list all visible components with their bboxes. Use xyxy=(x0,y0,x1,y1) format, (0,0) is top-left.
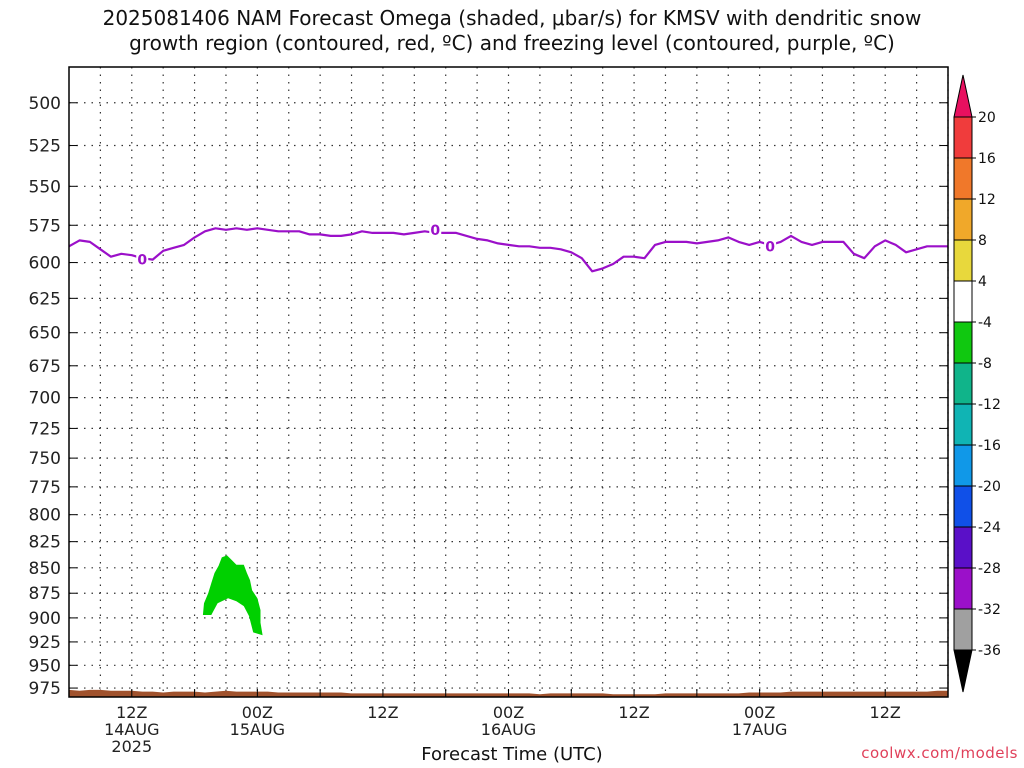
colorbar-segment-4 xyxy=(953,280,973,323)
x-tick-label-72-0: 00Z xyxy=(744,703,775,722)
y-tick-label-900: 900 xyxy=(29,609,61,629)
website-credit: coolwx.com/models xyxy=(861,744,1018,762)
grid-lines xyxy=(69,67,949,697)
colorbar-label-11: -28 xyxy=(978,561,1001,577)
colorbar-segment-2 xyxy=(953,198,973,241)
x-tick-label-72-1: 17AUG xyxy=(732,720,787,739)
colorbar-label-9: -20 xyxy=(978,479,1001,495)
colorbar-segment-1 xyxy=(953,157,973,200)
colorbar-label-4: 4 xyxy=(978,274,987,290)
title-line-1: 2025081406 NAM Forecast Omega (shaded, μ… xyxy=(102,6,922,30)
y-tick-label-850: 850 xyxy=(29,559,61,579)
colorbar-segment-8 xyxy=(953,444,973,487)
y-tick-label-775: 775 xyxy=(29,478,61,498)
colorbar-label-5: -4 xyxy=(978,315,992,331)
title-line-2: growth region (contoured, red, ºC) and f… xyxy=(129,31,895,55)
colorbar-segment-0 xyxy=(953,116,973,159)
colorbar-label-12: -32 xyxy=(978,602,1001,618)
y-tick-label-700: 700 xyxy=(29,389,61,409)
x-tick-label-24-0: 00Z xyxy=(242,703,273,722)
colorbar-label-6: -8 xyxy=(978,356,992,372)
y-tick-label-550: 550 xyxy=(29,177,61,197)
x-tick-label-60-0: 12Z xyxy=(618,703,649,722)
y-axis: 500 525 550 575 600 625 650 675 700 725 750 775 800 8… xyxy=(29,94,948,699)
colorbar-segment-5 xyxy=(953,321,973,364)
y-tick-label-825: 825 xyxy=(29,533,61,553)
y-tick-label-725: 725 xyxy=(29,419,61,439)
colorbar-segment-12 xyxy=(953,608,973,651)
y-tick-label-650: 650 xyxy=(29,324,61,344)
y-tick-label-750: 750 xyxy=(29,449,61,469)
freezing-level-label-2: 0 xyxy=(765,239,775,255)
freezing-level-contour: 0 0 0 xyxy=(68,220,948,273)
colorbar-segment-6 xyxy=(953,362,973,405)
colorbar-label-1: 16 xyxy=(978,151,996,167)
freezing-level-label-1: 0 xyxy=(430,223,440,239)
y-tick-label-925: 925 xyxy=(29,633,61,653)
chart-title: 2025081406 NAM Forecast Omega (shaded, μ… xyxy=(0,6,1024,56)
omega-shaded-region xyxy=(202,555,263,636)
colorbar-label-0: 20 xyxy=(978,110,996,126)
omega-shading xyxy=(202,555,263,636)
x-tick-label-48-1: 16AUG xyxy=(481,720,536,739)
x-tick-label-24-1: 15AUG xyxy=(230,720,285,739)
x-tick-label-12-1: 14AUG xyxy=(104,720,159,739)
colorbar-segment-11 xyxy=(953,567,973,610)
y-tick-label-575: 575 xyxy=(29,216,61,236)
colorbar-segment-7 xyxy=(953,403,973,446)
colorbar-label-10: -24 xyxy=(978,520,1001,536)
colorbar-segment-3 xyxy=(953,239,973,282)
colorbar-label-2: 12 xyxy=(978,192,996,208)
y-tick-label-525: 525 xyxy=(29,137,61,157)
x-tick-label-84-0: 12Z xyxy=(870,703,901,722)
colorbar-label-8: -16 xyxy=(978,438,1001,454)
y-tick-label-975: 975 xyxy=(29,679,61,699)
colorbar: 20 16 12 8 4 -4 -8 -12 -16 -20 -24 -28 -32 -36 xyxy=(953,74,1001,693)
y-tick-label-950: 950 xyxy=(29,656,61,676)
colorbar-segment-10 xyxy=(953,526,973,569)
x-tick-label-48-0: 00Z xyxy=(493,703,524,722)
colorbar-top-arrow xyxy=(953,74,973,118)
freezing-level-label-0: 0 xyxy=(137,253,147,269)
y-tick-label-500: 500 xyxy=(29,94,61,114)
y-tick-label-800: 800 xyxy=(29,506,61,526)
freezing-level-label-bg-2 xyxy=(764,237,777,254)
colorbar-label-7: -12 xyxy=(978,397,1001,413)
colorbar-bottom-arrow xyxy=(953,649,973,693)
colorbar-segment-9 xyxy=(953,485,973,528)
x-axis-label: Forecast Time (UTC) xyxy=(421,744,603,765)
x-tick-label-12-0: 12Z xyxy=(116,703,147,722)
freezing-level-label-bg-0 xyxy=(136,250,149,267)
y-tick-label-875: 875 xyxy=(29,584,61,604)
freezing-level-label-bg-1 xyxy=(429,220,442,237)
y-tick-label-600: 600 xyxy=(29,254,61,274)
freezing-level-line xyxy=(68,227,948,273)
colorbar-label-3: 8 xyxy=(978,233,987,249)
colorbar-label-13: -36 xyxy=(978,643,1001,659)
y-tick-label-625: 625 xyxy=(29,289,61,309)
x-tick-label-36-0: 12Z xyxy=(367,703,398,722)
y-tick-label-675: 675 xyxy=(29,357,61,377)
x-tick-label-12-2: 2025 xyxy=(111,737,152,756)
